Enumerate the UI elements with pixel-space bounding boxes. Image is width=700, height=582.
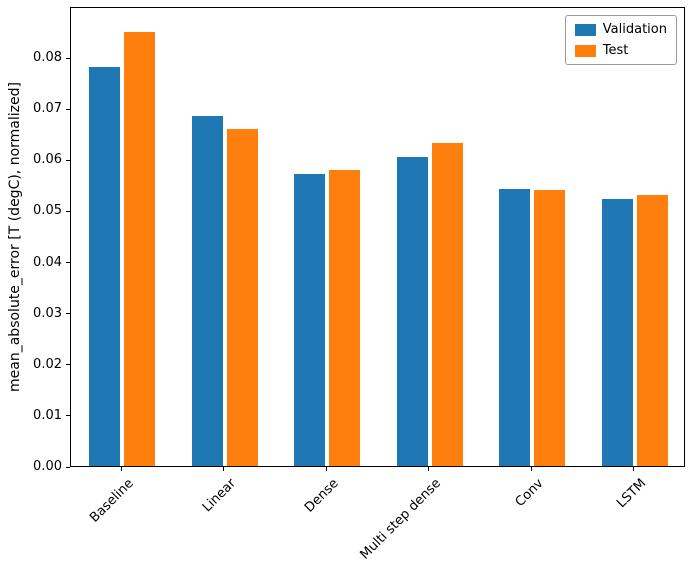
y-tick bbox=[66, 466, 70, 468]
bar-validation-conv bbox=[499, 188, 531, 466]
legend-label-validation: Validation bbox=[602, 22, 667, 37]
y-tick-label: 0.08 bbox=[33, 50, 62, 66]
x-tick bbox=[633, 467, 635, 471]
x-tick-label: Linear bbox=[200, 476, 240, 516]
y-tick-label: 0.07 bbox=[33, 101, 62, 117]
x-tick-label: Conv bbox=[512, 476, 547, 510]
y-tick-label: 0.01 bbox=[33, 407, 62, 423]
legend-entry-test: Test bbox=[574, 43, 667, 58]
y-tick bbox=[66, 313, 70, 315]
bar-validation-baseline bbox=[89, 66, 121, 466]
bar-test-dense bbox=[329, 169, 361, 466]
y-tick bbox=[66, 108, 70, 110]
x-tick bbox=[325, 467, 327, 471]
y-tick-label: 0.06 bbox=[33, 152, 62, 168]
y-tick bbox=[66, 415, 70, 417]
y-tick-label: 0.04 bbox=[33, 254, 62, 270]
bar-test-conv bbox=[534, 189, 566, 466]
x-tick-label: LSTM bbox=[614, 476, 650, 512]
bar-test-lstm bbox=[636, 194, 668, 466]
bar-validation-linear bbox=[191, 116, 223, 466]
bar-validation-lstm bbox=[601, 199, 633, 466]
x-tick bbox=[223, 467, 225, 471]
x-tick bbox=[428, 467, 430, 471]
y-tick bbox=[66, 210, 70, 212]
y-axis-label: mean_absolute_error [T (degC), normalize… bbox=[7, 82, 23, 392]
bar-test-multi-step-dense bbox=[431, 143, 463, 466]
plot-area: Validation Test bbox=[70, 7, 685, 467]
x-tick-label: Dense bbox=[302, 476, 342, 516]
legend-entry-validation: Validation bbox=[574, 22, 667, 37]
y-tick bbox=[66, 262, 70, 264]
x-tick bbox=[530, 467, 532, 471]
x-tick bbox=[120, 467, 122, 471]
bar-validation-multi-step-dense bbox=[396, 157, 428, 466]
legend-label-test: Test bbox=[602, 43, 629, 58]
x-tick-label: Baseline bbox=[87, 476, 137, 526]
y-tick-label: 0.02 bbox=[33, 356, 62, 372]
y-tick-label: 0.00 bbox=[33, 459, 62, 474]
y-tick-label: 0.05 bbox=[33, 203, 62, 219]
y-tick-label: 0.03 bbox=[33, 305, 62, 321]
y-tick bbox=[66, 57, 70, 59]
legend-swatch-validation-icon bbox=[574, 23, 596, 36]
y-tick bbox=[66, 364, 70, 366]
legend: Validation Test bbox=[564, 15, 677, 65]
bar-test-baseline bbox=[124, 32, 156, 466]
bar-validation-dense bbox=[294, 174, 326, 466]
bar-test-linear bbox=[226, 129, 258, 466]
y-tick bbox=[66, 159, 70, 161]
x-tick-label: Multi step dense bbox=[357, 476, 445, 563]
legend-swatch-test-icon bbox=[574, 44, 596, 57]
